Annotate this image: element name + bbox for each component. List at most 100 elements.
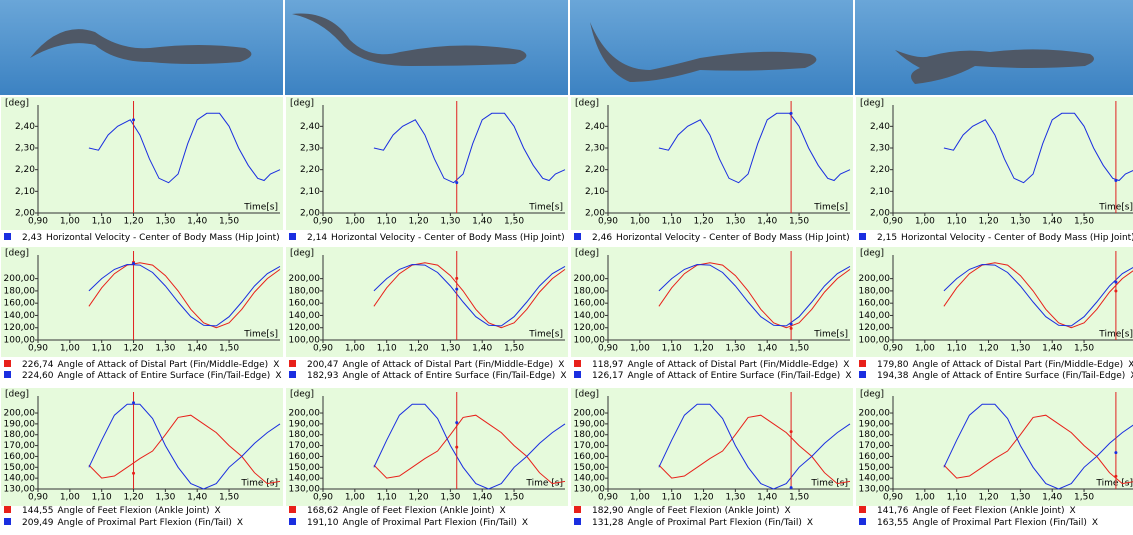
x-tick-label: 1,30: [1010, 217, 1030, 227]
remove-series-button[interactable]: X: [215, 506, 221, 516]
series-name: Angle of Attack of Distal Part (Fin/Midd…: [343, 360, 554, 370]
cursor-point: [132, 262, 135, 265]
x-tick-label: 1,40: [472, 493, 492, 503]
x-axis-label: Time [s]: [525, 479, 563, 489]
x-tick-label: 1,10: [947, 493, 967, 503]
series-name: Angle of Proximal Part Flexion (Fin/Tail…: [913, 518, 1087, 528]
readout-value: 191,10: [307, 518, 339, 528]
remove-series-button[interactable]: X: [807, 518, 813, 528]
readout-value: 182,93: [307, 371, 339, 381]
legend-swatch: [859, 360, 866, 367]
readout-value: 209,49: [22, 518, 54, 528]
series-name: Angle of Attack of Distal Part (Fin/Midd…: [913, 360, 1124, 370]
y-tick-label: 180,00: [4, 430, 36, 440]
remove-series-button[interactable]: X: [785, 506, 791, 516]
y-tick-label: 200,00: [859, 274, 891, 284]
remove-series-button[interactable]: X: [845, 371, 851, 381]
x-tick-label: 1,20: [979, 344, 999, 354]
x-tick-label: 0,90: [883, 344, 903, 354]
plot-background: [856, 388, 1133, 506]
legend-swatch: [4, 518, 11, 525]
x-axis-label: Time [s]: [1095, 479, 1133, 489]
remove-series-button[interactable]: X: [237, 518, 243, 528]
y-tick-label: 160,00: [289, 299, 321, 309]
y-tick-label: 2,10: [870, 187, 890, 197]
remove-series-button[interactable]: X: [560, 371, 566, 381]
readout-value: 144,55: [22, 506, 54, 516]
x-tick-label: 1,50: [789, 217, 809, 227]
x-tick-label: 1,30: [725, 217, 745, 227]
remove-series-button[interactable]: X: [1128, 360, 1133, 370]
chart-panel: [deg]100,00120,00140,00160,00180,00200,0…: [571, 247, 853, 381]
series-name: Angle of Proximal Part Flexion (Fin/Tail…: [343, 518, 517, 528]
x-tick-label: 0,90: [883, 217, 903, 227]
x-tick-label: 1,30: [725, 344, 745, 354]
legend-entry: 194,38Angle of Attack of Entire Surface …: [877, 371, 1133, 381]
y-tick-label: 150,00: [574, 463, 606, 473]
x-tick-label: 1,50: [504, 493, 524, 503]
remove-series-button[interactable]: X: [1070, 506, 1076, 516]
x-tick-label: 1,10: [92, 217, 112, 227]
y-axis-label: [deg]: [290, 249, 314, 259]
x-tick-label: 1,20: [409, 493, 429, 503]
chart-panel: [deg]100,00120,00140,00160,00180,00200,0…: [1, 247, 283, 381]
y-tick-label: 160,00: [4, 452, 36, 462]
y-axis-label: [deg]: [575, 390, 599, 400]
x-tick-label: 1,10: [377, 344, 397, 354]
x-tick-label: 1,00: [60, 493, 80, 503]
remove-series-button[interactable]: X: [500, 506, 506, 516]
plot-background: [571, 97, 853, 230]
x-tick-label: 1,50: [1074, 493, 1094, 503]
y-tick-label: 140,00: [289, 474, 321, 484]
cursor-point: [455, 446, 458, 449]
remove-series-button[interactable]: X: [1092, 518, 1098, 528]
y-tick-label: 140,00: [4, 311, 36, 321]
remove-series-button[interactable]: X: [273, 360, 279, 370]
cursor-point: [790, 322, 793, 325]
y-tick-label: 190,00: [289, 419, 321, 429]
readout-value: 194,38: [877, 371, 909, 381]
x-axis-label: Time[s]: [528, 330, 563, 340]
x-tick-label: 0,90: [313, 493, 333, 503]
y-axis-label: [deg]: [5, 99, 29, 109]
readout-value: 2,14: [307, 233, 327, 243]
y-tick-label: 170,00: [574, 441, 606, 451]
series-name: Angle of Feet Flexion (Ankle Joint): [913, 506, 1065, 516]
y-tick-label: 160,00: [289, 452, 321, 462]
x-tick-label: 1,00: [345, 493, 365, 503]
x-tick-label: 1,10: [377, 217, 397, 227]
y-tick-label: 140,00: [859, 474, 891, 484]
legend-entry: 144,55Angle of Feet Flexion (Ankle Joint…: [22, 506, 221, 516]
y-tick-label: 160,00: [859, 299, 891, 309]
x-tick-label: 1,30: [440, 217, 460, 227]
x-axis-label: Time[s]: [813, 203, 848, 213]
legend-swatch: [574, 506, 581, 513]
x-tick-label: 1,40: [187, 493, 207, 503]
legend-entry: 126,17Angle of Attack of Entire Surface …: [592, 371, 851, 381]
x-tick-label: 1,00: [630, 493, 650, 503]
y-tick-label: 170,00: [289, 441, 321, 451]
chart-panel: [deg]130,00140,00150,00160,00170,00180,0…: [571, 388, 853, 528]
y-axis-label: [deg]: [5, 390, 29, 400]
remove-series-button[interactable]: X: [522, 518, 528, 528]
plot-background: [286, 97, 568, 230]
legend-swatch: [859, 371, 866, 378]
y-tick-label: 2,20: [15, 165, 35, 175]
remove-series-button[interactable]: X: [558, 360, 564, 370]
x-tick-label: 1,10: [377, 493, 397, 503]
y-tick-label: 200,00: [574, 274, 606, 284]
x-tick-label: 1,40: [757, 493, 777, 503]
y-tick-label: 140,00: [574, 474, 606, 484]
y-tick-label: 150,00: [4, 463, 36, 473]
remove-series-button[interactable]: X: [843, 360, 849, 370]
x-tick-label: 1,20: [124, 217, 144, 227]
remove-series-button[interactable]: X: [275, 371, 281, 381]
x-tick-label: 1,20: [409, 344, 429, 354]
cursor-point: [455, 421, 458, 424]
series-name: Angle of Attack of Entire Surface (Fin/T…: [58, 371, 271, 381]
x-axis-label: Time[s]: [243, 203, 278, 213]
video-frame: [285, 0, 568, 95]
